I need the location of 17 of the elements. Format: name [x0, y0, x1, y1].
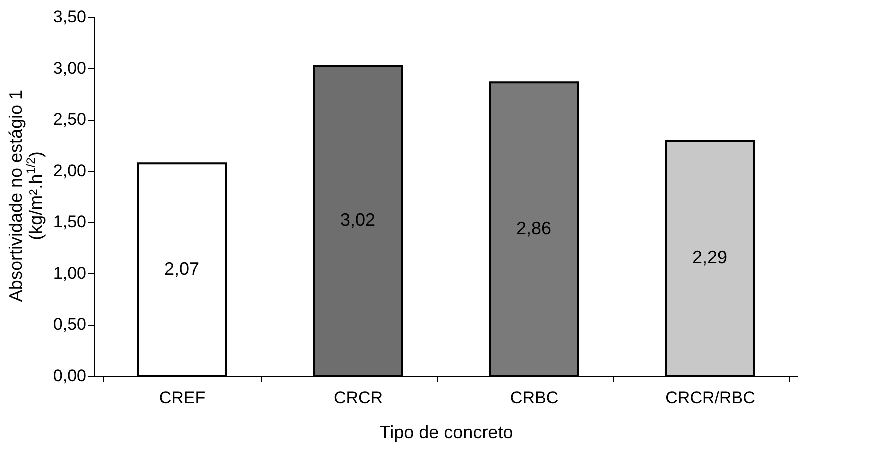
x-tick-label: CRCR — [334, 388, 384, 408]
y-tick-label: 2,00 — [53, 161, 86, 180]
y-tick-label: 3,00 — [53, 58, 86, 78]
x-tick-label: CREF — [159, 388, 206, 408]
y-tick-label: 2,50 — [53, 110, 86, 130]
data-label: 2,29 — [692, 248, 728, 268]
y-tick-label: 0,50 — [53, 315, 86, 334]
data-label: 3,02 — [340, 210, 376, 230]
y-tick-label: 1,00 — [53, 264, 86, 283]
x-axis-title: Tipo de concreto — [380, 422, 514, 442]
data-label: 2,86 — [516, 218, 552, 238]
y-tick-label: 1,50 — [53, 212, 86, 232]
y-tick-label: 3,50 — [53, 8, 86, 26]
y-tick-label: 0,00 — [53, 366, 86, 386]
x-tick-label: CRCR/RBC — [666, 388, 756, 408]
x-tick-label: CRBC — [510, 388, 559, 408]
data-label: 2,07 — [164, 258, 200, 279]
